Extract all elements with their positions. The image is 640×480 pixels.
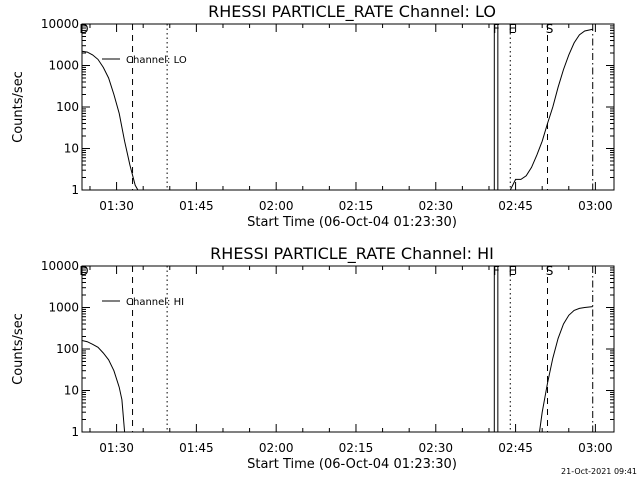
event-marker-label: E bbox=[508, 22, 516, 36]
x-axis-label: Start Time (06-Oct-04 01:23:30) bbox=[247, 457, 457, 472]
y-tick-label: 10 bbox=[64, 142, 79, 156]
x-tick-label: 01:30 bbox=[99, 441, 134, 455]
x-tick-label: 03:00 bbox=[578, 199, 613, 213]
x-tick-label: 02:00 bbox=[259, 199, 294, 213]
y-tick-label: 1000 bbox=[48, 301, 79, 315]
x-tick-label: 01:30 bbox=[99, 199, 134, 213]
event-marker-label: F bbox=[493, 22, 500, 36]
x-tick-label: 02:30 bbox=[418, 199, 453, 213]
event-marker-label: E bbox=[508, 264, 516, 278]
x-tick-label: 02:45 bbox=[498, 441, 533, 455]
x-axis-label: Start Time (06-Oct-04 01:23:30) bbox=[247, 215, 457, 230]
y-tick-label: 10000 bbox=[41, 17, 79, 31]
series-line bbox=[539, 306, 593, 433]
event-marker-label: D bbox=[79, 22, 88, 36]
x-tick-label: 01:45 bbox=[179, 441, 214, 455]
event-marker-label: F bbox=[493, 264, 500, 278]
chart-title: RHESSI PARTICLE_RATE Channel: LO bbox=[208, 2, 496, 22]
y-tick-label: 100 bbox=[56, 100, 79, 114]
x-tick-label: 02:30 bbox=[418, 441, 453, 455]
event-marker-label: S bbox=[546, 264, 554, 278]
plot-frame bbox=[81, 265, 615, 433]
y-tick-label: 100 bbox=[56, 342, 79, 356]
x-tick-label: 01:45 bbox=[179, 199, 214, 213]
series-line bbox=[509, 28, 593, 191]
y-tick-label: 10000 bbox=[41, 259, 79, 273]
x-tick-label: 02:45 bbox=[498, 199, 533, 213]
x-tick-label: 03:00 bbox=[578, 441, 613, 455]
legend-label: Channel: LO bbox=[126, 55, 187, 66]
x-tick-label: 02:15 bbox=[339, 199, 374, 213]
event-marker-label: S bbox=[546, 22, 554, 36]
legend-label: Channel: HI bbox=[126, 297, 184, 308]
series-line bbox=[81, 50, 139, 191]
y-tick-label: 1 bbox=[71, 425, 79, 439]
x-tick-label: 02:00 bbox=[259, 441, 294, 455]
plot-frame bbox=[81, 23, 615, 191]
y-axis-label: Counts/sec bbox=[11, 71, 26, 143]
y-tick-label: 1 bbox=[71, 183, 79, 197]
x-tick-label: 02:15 bbox=[339, 441, 374, 455]
footer-timestamp: 21-Oct-2021 09:41 bbox=[561, 467, 637, 476]
event-marker-label: D bbox=[79, 264, 88, 278]
series-line bbox=[81, 340, 126, 433]
y-tick-label: 1000 bbox=[48, 59, 79, 73]
y-tick-label: 10 bbox=[64, 384, 79, 398]
y-axis-label: Counts/sec bbox=[11, 313, 26, 385]
chart-title: RHESSI PARTICLE_RATE Channel: HI bbox=[210, 244, 494, 264]
